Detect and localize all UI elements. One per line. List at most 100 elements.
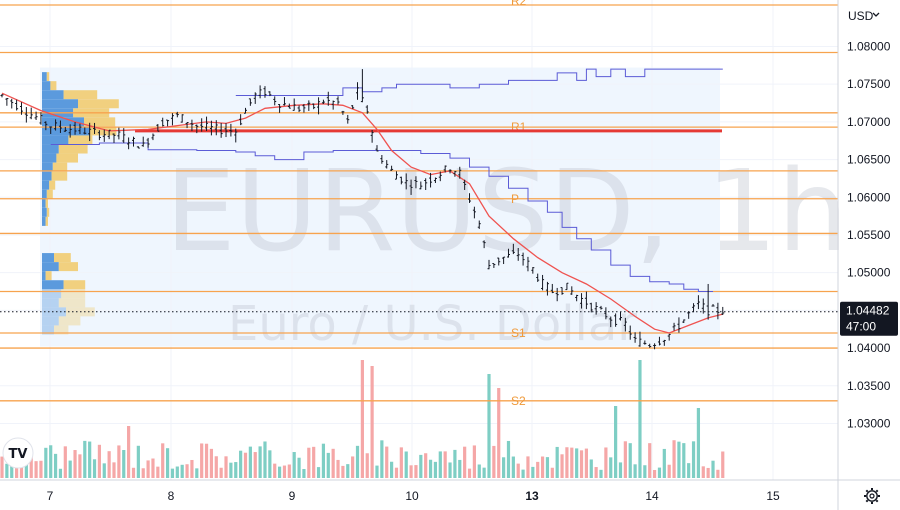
volume-bar <box>414 465 418 478</box>
profile-range-box <box>40 67 720 347</box>
volume-bar <box>482 467 486 478</box>
profile-bar-sell <box>90 126 117 136</box>
profile-bar-sell <box>56 153 78 163</box>
price-tick-label: 1.03500 <box>847 379 891 393</box>
volume-bar <box>24 461 28 478</box>
volume-bar <box>526 456 530 478</box>
volume-bar <box>131 467 136 478</box>
volume-bar <box>638 360 642 478</box>
volume-bar <box>453 449 457 478</box>
gear-hub-icon[interactable] <box>869 493 875 499</box>
volume-bar <box>312 446 316 478</box>
volume-bar <box>487 374 491 478</box>
volume-bar <box>599 469 603 478</box>
volume-bar <box>355 445 360 478</box>
volume-bar <box>229 462 233 478</box>
chevron-down-icon[interactable] <box>872 12 880 17</box>
time-tick-label: 9 <box>289 489 296 503</box>
volume-bar <box>579 450 584 478</box>
volume-bar <box>536 461 540 478</box>
profile-bar-buy <box>42 216 46 226</box>
volume-bar <box>409 465 413 478</box>
price-tick-label: 1.06000 <box>847 190 891 204</box>
volume-bar <box>73 450 77 478</box>
volume-bar <box>370 366 374 478</box>
time-axis[interactable]: 7 8 9 10 13 14 15 <box>47 489 780 503</box>
volume-bar <box>331 448 335 478</box>
vwap-upper-band <box>235 68 723 96</box>
volume-bar <box>463 446 467 478</box>
pivot-label: S2 <box>511 394 526 408</box>
volume-bar <box>341 465 345 478</box>
profile-bar-sell <box>51 171 68 181</box>
currency-selector[interactable]: USD <box>848 9 880 23</box>
vwap-lower-band <box>50 142 713 292</box>
price-tick-label: 1.06500 <box>847 153 891 167</box>
volume-bar <box>92 459 97 478</box>
profile-bar-sell <box>45 271 52 281</box>
profile-bar-buy <box>42 99 78 109</box>
profile-bar-sell <box>46 72 50 82</box>
volume-bar <box>682 443 686 478</box>
profile-bar-sell <box>58 262 78 272</box>
price-tick-label: 1.05000 <box>847 266 891 280</box>
profile-bar-buy <box>42 153 57 163</box>
profile-bar-buy <box>42 289 62 299</box>
volume-bar <box>326 452 330 478</box>
volume-bar <box>516 463 520 478</box>
price-tick-label: 1.08000 <box>847 39 891 53</box>
volume-bar <box>102 463 106 478</box>
volume-bar <box>195 468 199 478</box>
volume-bar <box>58 468 63 478</box>
grid <box>0 0 838 480</box>
volume-bar <box>575 448 579 478</box>
volume-bar <box>302 469 306 478</box>
volume-bar <box>282 465 287 478</box>
volume-bar <box>307 447 311 478</box>
volume-bar <box>253 452 257 478</box>
profile-bar-buy <box>42 271 46 281</box>
volume-bar <box>385 446 389 478</box>
volume-bar <box>0 456 4 478</box>
volume-bar <box>648 443 652 478</box>
volume-bar <box>360 360 364 478</box>
profile-bar-buy <box>42 189 47 199</box>
gear-teeth-icon[interactable] <box>864 488 880 504</box>
price-tag-value: 1.04482 <box>846 304 890 318</box>
volume-bar <box>555 446 559 478</box>
price-tag-background <box>840 301 898 336</box>
volume-bar <box>351 456 355 478</box>
volume-bar <box>672 440 676 478</box>
volume-bar <box>618 462 623 478</box>
profile-bar-sell <box>68 135 93 145</box>
logo-badge[interactable] <box>2 437 34 469</box>
volume-bar <box>39 460 43 478</box>
volume-bar <box>667 464 671 478</box>
volume-bar <box>287 464 291 478</box>
candles <box>0 69 725 350</box>
profile-bar-sell <box>46 189 53 199</box>
volume-bar <box>628 443 632 478</box>
gear-ring-icon[interactable] <box>866 490 878 502</box>
volume-bar <box>97 444 101 478</box>
tradingview-logo[interactable]: TV <box>2 437 34 469</box>
volume-bar <box>711 460 715 478</box>
volume-bar <box>365 453 369 478</box>
volume-bar <box>565 447 569 478</box>
profile-bar-buy <box>42 81 51 91</box>
profile-bar-sell <box>84 117 116 127</box>
volume-bar <box>428 459 433 478</box>
volume-bars <box>0 360 725 478</box>
volume-bar <box>136 445 140 478</box>
volume-bar <box>502 457 506 478</box>
price-axis[interactable]: 1.030001.035001.040001.045001.050001.055… <box>847 39 891 430</box>
volume-bar <box>63 446 67 478</box>
currency-label[interactable]: USD <box>848 9 874 23</box>
volume-bar <box>691 441 696 478</box>
profile-bar-buy <box>42 72 47 82</box>
settings-gear-icon[interactable] <box>864 488 880 504</box>
volume-bar <box>44 447 48 478</box>
price-tag-countdown: 47:00 <box>846 320 876 334</box>
